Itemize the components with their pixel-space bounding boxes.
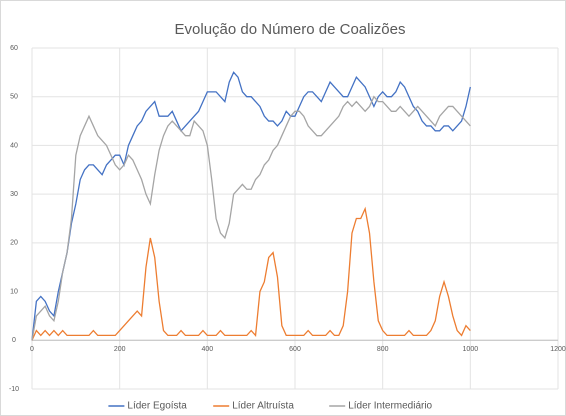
x-tick-label: 800: [377, 346, 389, 353]
legend-label: Líder Altruísta: [232, 401, 294, 412]
y-tick-label: 40: [10, 142, 18, 149]
y-tick-label: 20: [10, 240, 18, 247]
x-tick-label: 200: [114, 346, 126, 353]
y-tick-label: 30: [10, 191, 18, 198]
chart-title: Evolução do Número de Coalizões: [175, 21, 406, 38]
x-tick-label: 600: [289, 346, 301, 353]
x-tick-label: 400: [201, 346, 213, 353]
x-tick-label: 0: [30, 346, 34, 353]
x-tick-label: 1200: [550, 346, 566, 353]
series-line: [31, 95, 471, 341]
legend-label: Líder Egoísta: [127, 401, 187, 412]
y-tick-label: -10: [9, 386, 19, 393]
y-tick-label: 0: [12, 337, 16, 344]
series-line: [31, 206, 471, 341]
y-tick-label: 60: [10, 45, 18, 52]
legend-label: Líder Intermediário: [348, 401, 432, 412]
y-tick-label: 10: [10, 288, 18, 295]
x-tick-label: 1000: [463, 346, 479, 353]
series-line: [31, 71, 471, 341]
y-tick-label: 50: [10, 94, 18, 101]
